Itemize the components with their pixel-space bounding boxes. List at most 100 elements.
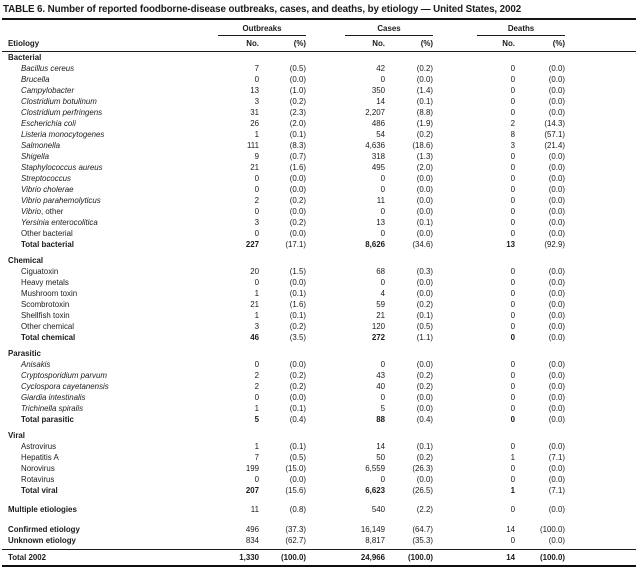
cell-c_no: 486 [371, 119, 385, 128]
section-total-row: Total viral 207 (15.6) 6,623 (26.5) 1 (7.1) [8, 485, 636, 496]
outbreaks-pct-header: (%) [293, 39, 306, 48]
cell-o_no: 9 [254, 152, 259, 161]
cell-c_no: 8,626 [365, 240, 385, 249]
row-label: Campylobacter [21, 86, 75, 95]
cell-o_no: 0 [254, 207, 259, 216]
table-row: Scombrotoxin 21 (1.6) 59 (0.2) 0 (0.0) [8, 299, 636, 310]
cell-d_pct: (0.0) [548, 371, 565, 380]
section-total-row: Total parasitic 5 (0.4) 88 (0.4) 0 (0.0) [8, 414, 636, 425]
table-row: Cryptosporidium parvum 2 (0.2) 43 (0.2) 0 (0.0… [8, 370, 636, 381]
cell-c_no: 540 [371, 505, 385, 514]
cell-o_no: 1 [254, 289, 259, 298]
row-label: Vibrio cholerae [21, 185, 74, 194]
cell-o_pct: (3.5) [289, 333, 306, 342]
cell-o_pct: (0.0) [289, 174, 306, 183]
cell-o_pct: (62.7) [285, 536, 306, 545]
cell-d_pct: (0.0) [548, 185, 565, 194]
cell-d_no: 0 [510, 382, 515, 391]
row-label: Astrovirus [21, 442, 57, 451]
row-label: Total chemical [21, 333, 76, 342]
cell-d_pct: (0.0) [548, 505, 565, 514]
row-label: Rotavirus [21, 475, 55, 484]
cell-o_pct: (8.3) [289, 141, 306, 150]
cell-c_pct: (0.4) [416, 415, 433, 424]
cell-d_no: 0 [510, 371, 515, 380]
cell-o_no: 1,330 [239, 553, 259, 562]
row-label: Trichinella spiralis [21, 404, 84, 413]
cell-o_no: 0 [254, 174, 259, 183]
cell-o_no: 2 [254, 382, 259, 391]
cell-d_no: 0 [510, 196, 515, 205]
row-label: Mushroom toxin [21, 289, 78, 298]
row-label: Giardia intestinalis [21, 393, 86, 402]
cell-o_pct: (0.4) [289, 415, 306, 424]
table-title: TABLE 6. Number of reported foodborne-di… [3, 4, 522, 15]
table-row: Astrovirus 1 (0.1) 14 (0.1) 0 (0.0) [8, 441, 636, 452]
table-row: Staphylococcus aureus 21 (1.6) 495 (2.0) 0 (0.… [8, 162, 636, 173]
cell-d_pct: (0.0) [548, 278, 565, 287]
cell-d_pct: (92.9) [544, 240, 565, 249]
cell-c_pct: (0.1) [416, 97, 433, 106]
row-label: Parasitic [8, 349, 41, 358]
cell-c_pct: (26.3) [412, 464, 433, 473]
cell-d_pct: (0.0) [548, 289, 565, 298]
cell-o_pct: (15.6) [285, 486, 306, 495]
deaths-pct-header: (%) [552, 39, 565, 48]
cell-c_pct: (0.2) [416, 371, 433, 380]
cell-c_pct: (1.1) [416, 333, 433, 342]
cell-c_no: 272 [371, 333, 385, 342]
table-row: Anisakis 0 (0.0) 0 (0.0) 0 (0.0) [8, 359, 636, 370]
row-label: Escherichia coli [21, 119, 76, 128]
cell-o_pct: (0.0) [289, 360, 306, 369]
cell-o_no: 1 [254, 404, 259, 413]
table-row: Yersinia enterocolitica 3 (0.2) 13 (0.1) 0 (0.… [8, 217, 636, 228]
cell-d_pct: (0.0) [548, 75, 565, 84]
row-label: Hepatitis A [21, 453, 59, 462]
cell-d_no: 0 [510, 163, 515, 172]
cell-d_pct: (0.0) [548, 267, 565, 276]
cell-d_pct: (0.0) [548, 382, 565, 391]
table-row: Streptococcus 0 (0.0) 0 (0.0) 0 (0.0) [8, 173, 636, 184]
cell-d_pct: (0.0) [548, 475, 565, 484]
row-label: Bacillus cereus [21, 64, 75, 73]
cell-d_pct: (0.0) [548, 442, 565, 451]
row-label: Total 2002 [8, 553, 47, 562]
table-row: Other bacterial 0 (0.0) 0 (0.0) 0 (0.0) [8, 228, 636, 239]
cell-c_no: 68 [376, 267, 385, 276]
cell-c_pct: (0.0) [416, 174, 433, 183]
cell-d_no: 0 [510, 75, 515, 84]
total-top-divider [2, 549, 636, 550]
section-gap [8, 496, 636, 504]
cell-c_no: 6,623 [365, 486, 385, 495]
section-gap [8, 515, 636, 524]
cell-d_no: 0 [510, 505, 515, 514]
column-subheader-row: Etiology No. (%) No. (%) No. (%) [8, 36, 636, 51]
row-label: Salmonella [21, 141, 61, 150]
cell-d_no: 0 [510, 229, 515, 238]
cell-o_no: 2 [254, 371, 259, 380]
cell-c_no: 495 [371, 163, 385, 172]
cell-c_no: 59 [376, 300, 385, 309]
table-row: Clostridium botulinum 3 (0.2) 14 (0.1) 0 (0.0) [8, 96, 636, 107]
row-label: Vibrio, other [21, 207, 64, 216]
cell-d_no: 8 [510, 130, 515, 139]
cell-o_no: 834 [245, 536, 259, 545]
cell-d_no: 0 [510, 97, 515, 106]
row-label: Total viral [21, 486, 58, 495]
cell-d_no: 1 [510, 486, 515, 495]
table-row: Mushroom toxin 1 (0.1) 4 (0.0) 0 (0.0) [8, 288, 636, 299]
cell-o_no: 3 [254, 97, 259, 106]
cell-c_no: 50 [376, 453, 385, 462]
row-label: Anisakis [21, 360, 51, 369]
table-row: Trichinella spiralis 1 (0.1) 5 (0.0) 0 (0.0) [8, 403, 636, 414]
cell-o_pct: (37.3) [285, 525, 306, 534]
cell-c_pct: (0.0) [416, 196, 433, 205]
cell-o_no: 0 [254, 75, 259, 84]
cell-o_pct: (0.2) [289, 382, 306, 391]
cell-o_no: 11 [250, 505, 259, 514]
row-label: Yersinia enterocolitica [21, 218, 98, 227]
cell-o_pct: (0.1) [289, 442, 306, 451]
cell-c_no: 14 [376, 97, 385, 106]
row-label: Clostridium perfringens [21, 108, 103, 117]
cell-o_no: 0 [254, 229, 259, 238]
